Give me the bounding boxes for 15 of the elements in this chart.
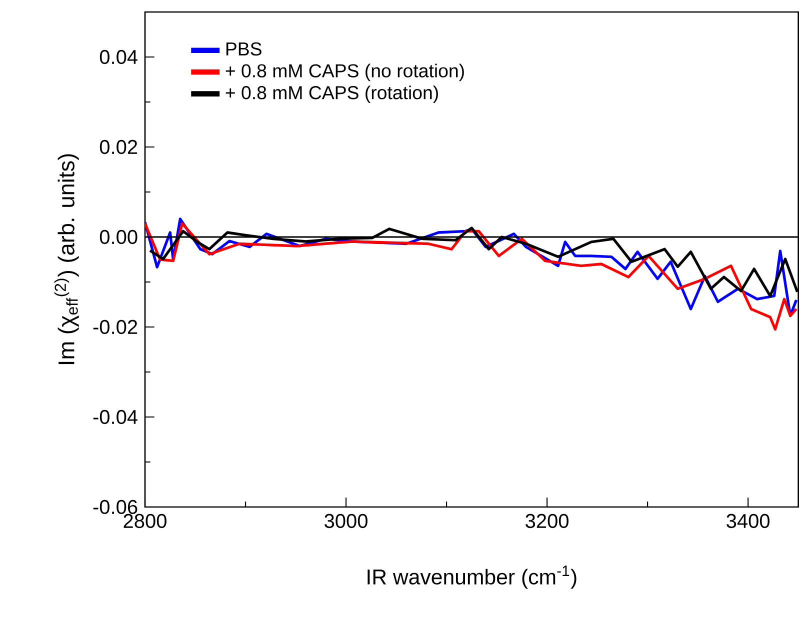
- y-tick-label: 0.04: [100, 50, 138, 64]
- x-axis-title: IR wavenumber (cm$^{-1}$): [368, 566, 576, 589]
- legend-label: PBS: [226, 42, 262, 56]
- y-tick-label: -0.02: [93, 320, 138, 334]
- y-tick-label: 0.02: [100, 140, 138, 154]
- x-tick-label: 2800: [124, 514, 166, 528]
- x-tick-label: 3200: [526, 514, 568, 528]
- legend-label: + 0.8 mM CAPS (rotation): [226, 86, 438, 103]
- y-tick-label: 0.00: [100, 230, 138, 244]
- x-tick-label: 3000: [324, 514, 368, 528]
- legend-label: + 0.8 mM CAPS (no rotation): [226, 64, 464, 82]
- y-tick-label: -0.06: [93, 500, 138, 514]
- y-axis-title: Im (χ$_{eff}$$^{(2)}$) (arb. units): [54, 154, 79, 364]
- x-tick-label: 3400: [726, 514, 770, 528]
- y-tick-label: -0.04: [93, 410, 138, 424]
